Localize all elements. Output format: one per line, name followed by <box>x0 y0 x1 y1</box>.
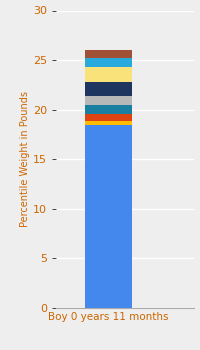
Bar <box>85 105 132 114</box>
Bar <box>85 50 132 58</box>
Bar <box>85 121 132 125</box>
Bar <box>85 58 132 67</box>
Y-axis label: Percentile Weight in Pounds: Percentile Weight in Pounds <box>20 91 30 227</box>
Bar <box>85 67 132 82</box>
Bar <box>85 125 132 308</box>
Bar <box>85 82 132 96</box>
Bar <box>85 96 132 105</box>
Bar <box>85 114 132 120</box>
